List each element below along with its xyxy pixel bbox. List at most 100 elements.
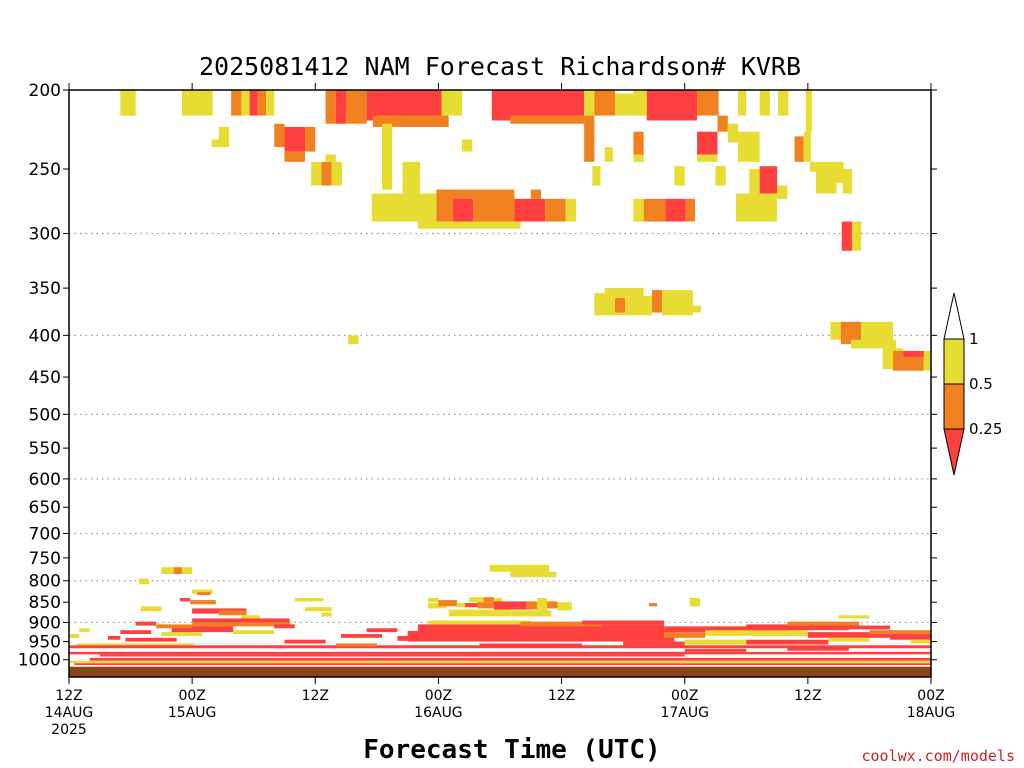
y-tick-label: 1000: [18, 651, 61, 671]
y-tick-label: 650: [29, 498, 61, 518]
x-tick-label: 15AUG: [168, 705, 217, 721]
legend-tick-label: 1: [969, 330, 979, 348]
y-tick-label: 250: [29, 160, 61, 180]
ri-cell: [428, 620, 531, 625]
ri-cell: [787, 647, 849, 651]
x-tick-label: 18AUG: [907, 705, 956, 721]
x-tick-label: 12Z: [302, 688, 329, 704]
ri-cell: [441, 90, 463, 116]
x-tick-label: 14AUG: [45, 705, 94, 721]
legend-bin-low: [943, 428, 965, 476]
y-tick-label: 400: [29, 326, 61, 346]
x-tick-label: 16AUG: [414, 705, 463, 721]
ri-cell: [241, 615, 260, 621]
ri-cell: [284, 639, 326, 644]
ri-cell: [371, 193, 437, 222]
ri-cell: [545, 198, 566, 222]
ri-cell: [493, 598, 503, 603]
ri-cell: [366, 628, 398, 633]
ri-cell: [809, 161, 817, 172]
x-axis-label: Forecast Time (UTC): [363, 735, 660, 765]
ri-cell: [604, 147, 613, 162]
y-tick-label: 200: [29, 81, 61, 101]
ri-cell: [321, 161, 332, 186]
y-tick-label: 300: [29, 225, 61, 245]
ri-cell: [325, 154, 336, 162]
ri-cell: [305, 126, 316, 152]
ri-cell: [135, 621, 157, 626]
ri-cell: [664, 632, 706, 638]
ri-cell: [614, 298, 626, 313]
ri-cell: [491, 90, 585, 121]
ri-cell: [483, 597, 494, 603]
ri-cell: [181, 90, 213, 116]
ri-cell: [331, 161, 342, 186]
ri-cell: [438, 600, 457, 607]
ri-cell: [778, 90, 789, 116]
ri-cell: [346, 90, 367, 124]
ri-cell: [493, 601, 527, 610]
legend-tick-label: 0.25: [969, 420, 1002, 438]
legend-bin-high: [943, 338, 965, 385]
ri-cell: [179, 598, 191, 602]
ri-cell: [923, 350, 931, 371]
credit-text: coolwx.com/models: [861, 747, 1015, 765]
ri-cell: [161, 567, 174, 575]
ri-cell: [840, 321, 862, 345]
ri-cell: [181, 567, 193, 575]
ri-cell: [469, 597, 484, 603]
ri-cell: [340, 634, 382, 638]
ri-cell: [74, 663, 931, 665]
ri-cell: [197, 592, 211, 596]
ri-cell: [120, 630, 152, 635]
ri-cell: [625, 296, 652, 316]
y-tick-label: 450: [29, 368, 61, 388]
ri-cell: [697, 90, 719, 116]
ri-cell: [257, 90, 267, 116]
ri-cell: [173, 567, 182, 575]
ri-cell: [842, 168, 852, 194]
y-tick-label: 500: [29, 405, 61, 425]
ri-cell: [646, 90, 698, 121]
ri-cell: [140, 606, 162, 612]
ri-cell: [335, 90, 347, 124]
y-tick-label: 850: [29, 593, 61, 613]
ri-cell: [697, 131, 718, 155]
ri-cell: [284, 126, 306, 152]
ri-cell: [530, 189, 542, 199]
ri-cell: [738, 90, 747, 116]
ri-cell: [816, 161, 844, 183]
ri-cell: [830, 321, 841, 340]
ri-cell: [99, 654, 685, 657]
ri-cell: [366, 90, 442, 121]
x-tick-label: 00Z: [425, 688, 452, 704]
ri-cell: [584, 115, 595, 162]
ri-cell: [736, 193, 778, 222]
ri-cell: [674, 166, 685, 186]
ri-cell: [417, 221, 521, 229]
y-tick-label: 800: [29, 572, 61, 592]
ri-cell: [547, 601, 558, 609]
x-tick-label: 00Z: [671, 688, 698, 704]
ri-cell: [777, 185, 788, 199]
ri-cell: [787, 621, 860, 626]
ri-cell: [510, 610, 552, 617]
ri-cell: [69, 634, 80, 638]
richardson-cells: [69, 90, 932, 665]
ri-cell: [557, 602, 572, 611]
x-tick-label: 12Z: [794, 688, 821, 704]
ri-cell: [156, 624, 193, 629]
ri-cell: [510, 115, 585, 124]
ri-cell: [715, 166, 726, 186]
x-tick-label: 17AUG: [660, 705, 709, 721]
x-tick-label: 00Z: [178, 688, 205, 704]
ri-cell: [69, 660, 931, 664]
ri-cell: [828, 637, 870, 642]
ri-cell: [633, 198, 644, 222]
ri-cell: [903, 350, 924, 357]
ri-cell: [274, 123, 285, 148]
ri-cell: [643, 198, 666, 222]
ri-cell: [489, 564, 550, 572]
ri-cell: [536, 598, 548, 611]
